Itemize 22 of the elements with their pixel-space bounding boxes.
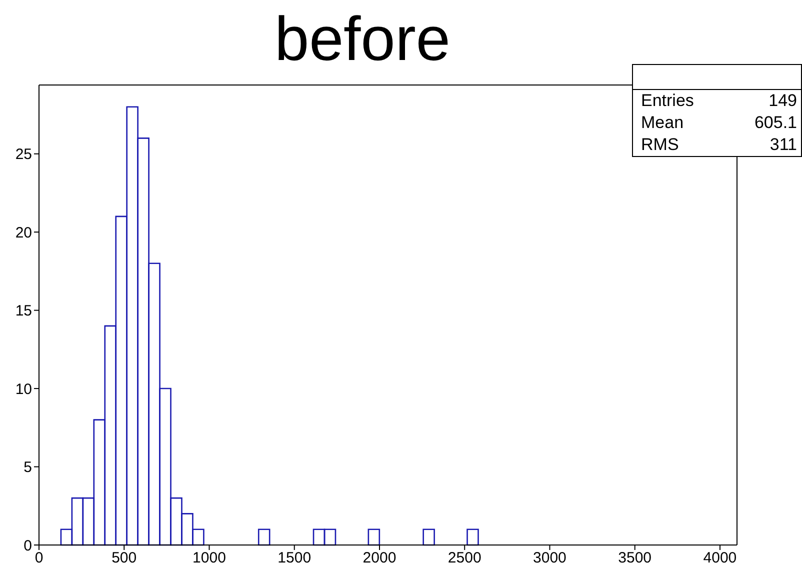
x-tick-label: 1500 — [278, 550, 312, 566]
y-tick-label: 25 — [15, 146, 32, 164]
x-tick-label: 4000 — [703, 550, 737, 566]
y-tick-label: 10 — [15, 380, 32, 398]
x-tick-label: 1000 — [192, 550, 226, 566]
y-tick-label: 15 — [15, 302, 32, 320]
x-tick-label: 3500 — [618, 550, 652, 566]
y-tick-label: 20 — [15, 224, 32, 242]
text: 311 — [770, 134, 797, 156]
x-tick-label: 500 — [112, 550, 137, 566]
chart-title: before — [274, 4, 452, 76]
text: 149 — [768, 90, 797, 112]
text: 605.1 — [754, 112, 797, 134]
y-tick-label: 0 — [24, 537, 32, 554]
x-tick-label: 2500 — [448, 550, 482, 566]
annotation: Mean — [641, 112, 684, 134]
x-tick-label: 0 — [34, 550, 44, 566]
annotation: Entries — [641, 90, 694, 112]
y-tick-label: 5 — [24, 459, 32, 476]
x-tick-label: 2000 — [362, 550, 396, 566]
x-tick-label: 3000 — [533, 550, 566, 566]
annotation: RMS — [641, 134, 679, 156]
